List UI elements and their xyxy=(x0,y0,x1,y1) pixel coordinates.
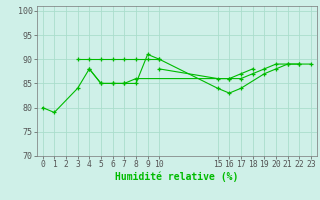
X-axis label: Humidité relative (%): Humidité relative (%) xyxy=(115,172,238,182)
